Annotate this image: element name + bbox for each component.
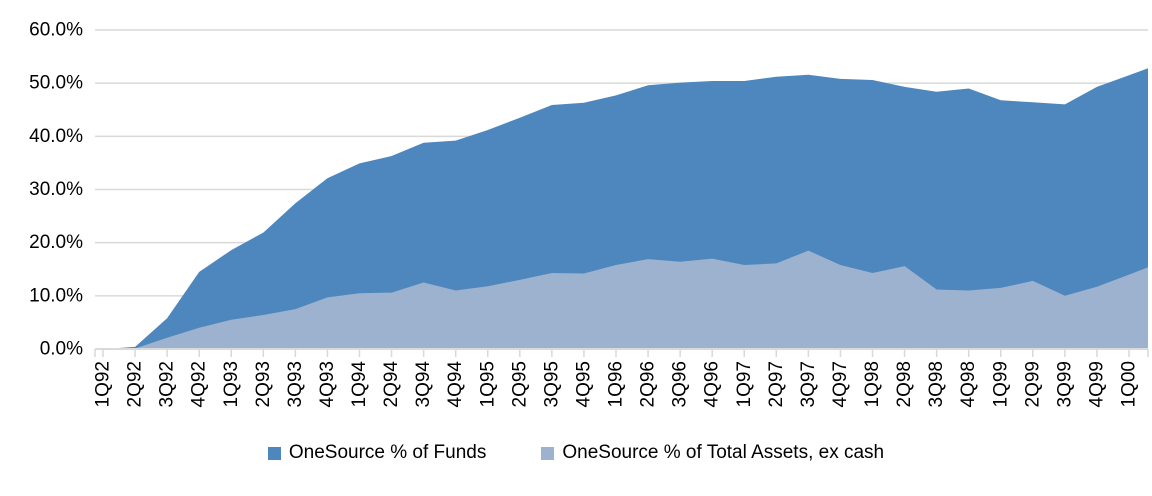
x-axis-label: 2Q98 — [894, 361, 915, 407]
x-axis-label: 3Q93 — [285, 361, 306, 407]
x-axis-label: 4Q97 — [830, 361, 851, 407]
x-axis-label: 2Q96 — [638, 361, 659, 407]
x-axis-label: 3Q98 — [926, 361, 947, 407]
legend-entry-funds: OneSource % of Funds — [267, 440, 487, 466]
x-axis-label: 1Q98 — [862, 361, 883, 407]
x-axis-label: 3Q92 — [157, 361, 178, 407]
legend-label-total-assets: OneSource % of Total Assets, ex cash — [562, 442, 885, 463]
x-axis-label: 1Q95 — [477, 361, 498, 407]
legend-swatch-total-assets-icon — [541, 446, 555, 460]
x-axis-label: 3Q96 — [670, 361, 691, 407]
x-axis-label: 2Q93 — [253, 361, 274, 407]
legend-label-funds: OneSource % of Funds — [288, 442, 487, 463]
x-axis-label: 2Q95 — [509, 361, 530, 407]
y-axis-label: 0.0% — [40, 339, 83, 360]
legend-swatch-funds-icon — [267, 446, 281, 460]
x-axis-label: 1Q99 — [990, 361, 1011, 407]
y-axis-label: 50.0% — [29, 73, 83, 94]
x-axis-label: 4Q94 — [445, 361, 466, 408]
x-axis-label: 3Q94 — [413, 361, 434, 408]
x-axis-label: 1Q93 — [221, 361, 242, 407]
x-axis-label: 2Q92 — [125, 361, 146, 407]
y-axis-label: 30.0% — [29, 179, 83, 200]
x-axis-label: 3Q97 — [798, 361, 819, 407]
x-axis-label: 3Q99 — [1054, 361, 1075, 407]
x-axis-label: 4Q96 — [702, 361, 723, 407]
area-series-total-assets — [103, 250, 1148, 349]
x-axis-label: 1Q96 — [606, 361, 627, 407]
x-axis-label: 1Q92 — [93, 361, 114, 407]
y-axis-label: 10.0% — [29, 285, 83, 306]
y-axis-label: 20.0% — [29, 232, 83, 253]
x-axis-label: 1Q00 — [1119, 361, 1140, 407]
x-axis-label: 1Q97 — [734, 361, 755, 407]
x-axis-label: 3Q95 — [541, 361, 562, 407]
x-axis-label: 4Q93 — [317, 361, 338, 407]
x-axis-label: 4Q99 — [1086, 361, 1107, 407]
x-axis-label: 4Q95 — [573, 361, 594, 407]
x-axis-label: 2Q94 — [381, 361, 402, 408]
x-axis-label: 2Q99 — [1022, 361, 1043, 407]
x-axis-label: 4Q98 — [958, 361, 979, 407]
y-axis-label: 60.0% — [29, 20, 83, 41]
x-axis-label: 4Q92 — [189, 361, 210, 407]
x-axis-label: 1Q94 — [349, 361, 370, 408]
chart-svg: 0.0% 10.0% 20.0% 30.0% 40.0% 50.0% 60.0% 1Q92 2Q… — [29, 20, 1149, 408]
y-axis-label: 40.0% — [29, 126, 83, 147]
x-axis-label: 2Q97 — [766, 361, 787, 407]
legend-entry-total-assets: OneSource % of Total Assets, ex cash — [541, 440, 884, 466]
legend: OneSource % of Funds OneSource % of Tota… — [0, 440, 1152, 466]
